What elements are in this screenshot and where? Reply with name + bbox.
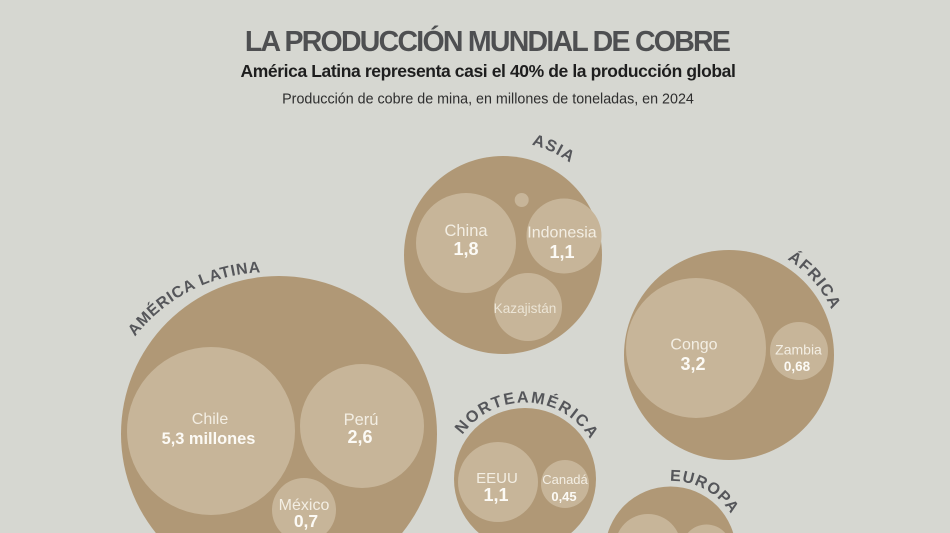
svg-text:Indonesia: Indonesia <box>527 225 596 242</box>
svg-text:1,1: 1,1 <box>549 242 574 262</box>
svg-text:1,8: 1,8 <box>453 239 478 259</box>
svg-text:0,7: 0,7 <box>294 511 318 531</box>
svg-text:0,45: 0,45 <box>551 489 576 504</box>
svg-text:Chile: Chile <box>192 411 229 428</box>
svg-text:Zambia: Zambia <box>775 342 822 358</box>
svg-text:China: China <box>444 222 488 240</box>
svg-text:Congo: Congo <box>670 337 717 354</box>
svg-text:América Latina representa casi: América Latina representa casi el 40% de… <box>241 61 736 81</box>
svg-text:EEUU: EEUU <box>476 470 518 487</box>
svg-text:Canadá: Canadá <box>542 472 588 487</box>
svg-text:0,68: 0,68 <box>784 359 811 374</box>
svg-text:México: México <box>279 497 330 514</box>
svg-text:LA PRODUCCIÓN MUNDIAL DE COBRE: LA PRODUCCIÓN MUNDIAL DE COBRE <box>245 26 730 58</box>
svg-text:5,3 millones: 5,3 millones <box>162 430 256 448</box>
svg-text:Perú: Perú <box>344 411 379 429</box>
svg-text:2,6: 2,6 <box>347 427 372 447</box>
svg-text:1,1: 1,1 <box>483 485 508 505</box>
svg-text:Kazajistán: Kazajistán <box>494 301 557 316</box>
svg-text:Producción de cobre de mina, e: Producción de cobre de mina, en millones… <box>282 92 694 108</box>
svg-text:3,2: 3,2 <box>680 354 705 374</box>
